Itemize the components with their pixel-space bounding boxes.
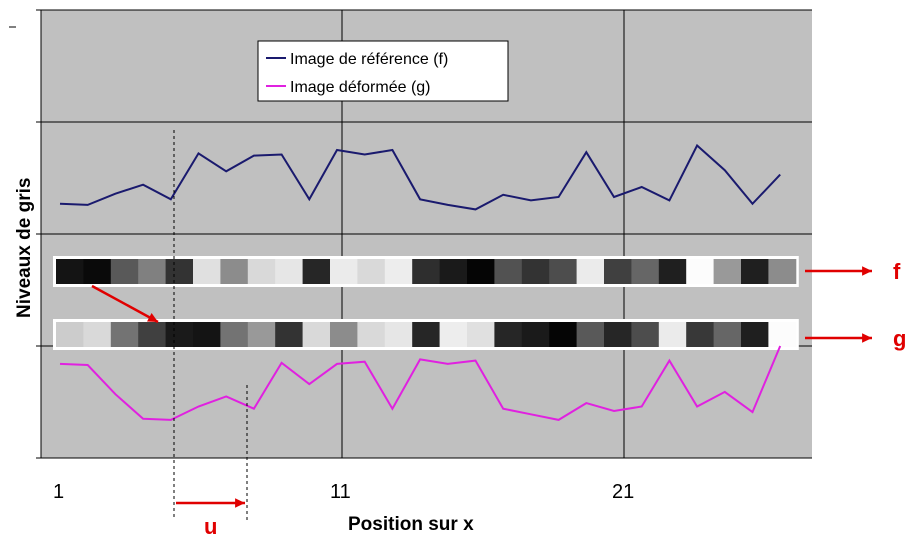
strip-f-cell — [631, 259, 660, 284]
strip-f-cell — [357, 259, 386, 284]
strip-f-cell — [494, 259, 523, 284]
strip-f-cell — [467, 259, 495, 284]
strip-g-cell — [110, 322, 139, 347]
strip-g-cell — [631, 322, 660, 347]
arrow-correspondence-shaft — [91, 284, 159, 324]
strip-g-cell — [193, 322, 221, 347]
strip-g-cell — [576, 322, 605, 347]
strip-g-cell — [247, 322, 276, 347]
strip-g-cell — [549, 322, 578, 347]
x-axis-title: Position sur x — [348, 514, 474, 535]
strip-g-cell — [56, 322, 84, 347]
strip-g-cell — [467, 322, 495, 347]
strip-f-cell — [275, 259, 304, 284]
displacement-label-u: u — [204, 514, 217, 538]
strip-f-cell — [110, 259, 139, 284]
axes — [9, 9, 42, 459]
strip-f-cell — [741, 259, 769, 284]
strip-f-cell — [56, 259, 84, 284]
strip-f-cell — [713, 259, 742, 284]
strip-g-cell — [713, 322, 742, 347]
strip-f-cell — [658, 259, 687, 284]
strip-f-cell — [549, 259, 578, 284]
strip-f-cell — [439, 259, 468, 284]
strip-g-cell — [768, 322, 797, 347]
strip-g-cell — [220, 322, 249, 347]
strip-f-cell — [768, 259, 797, 284]
strip-g-cell — [686, 322, 715, 347]
legend-box — [257, 40, 509, 102]
annotations — [91, 130, 872, 520]
strip-f-cell — [576, 259, 605, 284]
arrow-g-head — [862, 333, 872, 343]
strip-g-cell — [357, 322, 386, 347]
strip-g-cell — [741, 322, 769, 347]
gray-level-strips — [53, 256, 799, 350]
strip-label-f: f — [893, 259, 901, 284]
strip-f-cell — [686, 259, 715, 284]
strip-f-cell — [604, 259, 632, 284]
strip-f-cell — [220, 259, 249, 284]
strip-g-cell — [384, 322, 413, 347]
series-line-reference — [59, 143, 781, 211]
strip-g-cell — [658, 322, 687, 347]
strip-g-cell — [412, 322, 441, 347]
x-tick-label-21: 21 — [612, 481, 634, 503]
legend: Image de référence (f) Image déformée (g… — [257, 40, 509, 102]
strip-f-cell — [193, 259, 221, 284]
strip-g-cell — [165, 322, 194, 347]
series-line-deformed — [59, 345, 782, 421]
strip-f-cell — [83, 259, 112, 284]
strip-f-cell — [330, 259, 358, 284]
strip-f-cell — [247, 259, 276, 284]
strip-g-cell — [439, 322, 468, 347]
y-axis-title: Niveaux de gris — [14, 178, 35, 318]
strip-g-cell — [302, 322, 331, 347]
strip-g-cell — [494, 322, 523, 347]
arrow-u-head — [235, 498, 245, 508]
x-tick-label-11: 11 — [330, 481, 351, 503]
strip-g-cell — [138, 322, 167, 347]
strip-f-cell — [412, 259, 441, 284]
strip-g-cell — [275, 322, 304, 347]
strip-f-cell — [384, 259, 413, 284]
series-lines — [59, 143, 782, 421]
strip-label-g: g — [893, 326, 906, 351]
x-tick-label-1: 1 — [53, 481, 64, 503]
strip-g-cell — [83, 322, 112, 347]
strip-f-cell — [138, 259, 167, 284]
legend-label-reference: Image de référence (f) — [290, 51, 448, 68]
strip-f-cell — [165, 259, 194, 284]
strip-g-cell — [604, 322, 632, 347]
strip-g-cell — [521, 322, 550, 347]
strip-f-cell — [302, 259, 331, 284]
legend-label-deformed: Image déformée (g) — [290, 79, 431, 96]
strip-g-cell — [330, 322, 358, 347]
strip-f-cell — [521, 259, 550, 284]
arrow-f-head — [862, 266, 872, 276]
arrow-correspondence-head — [147, 313, 158, 322]
